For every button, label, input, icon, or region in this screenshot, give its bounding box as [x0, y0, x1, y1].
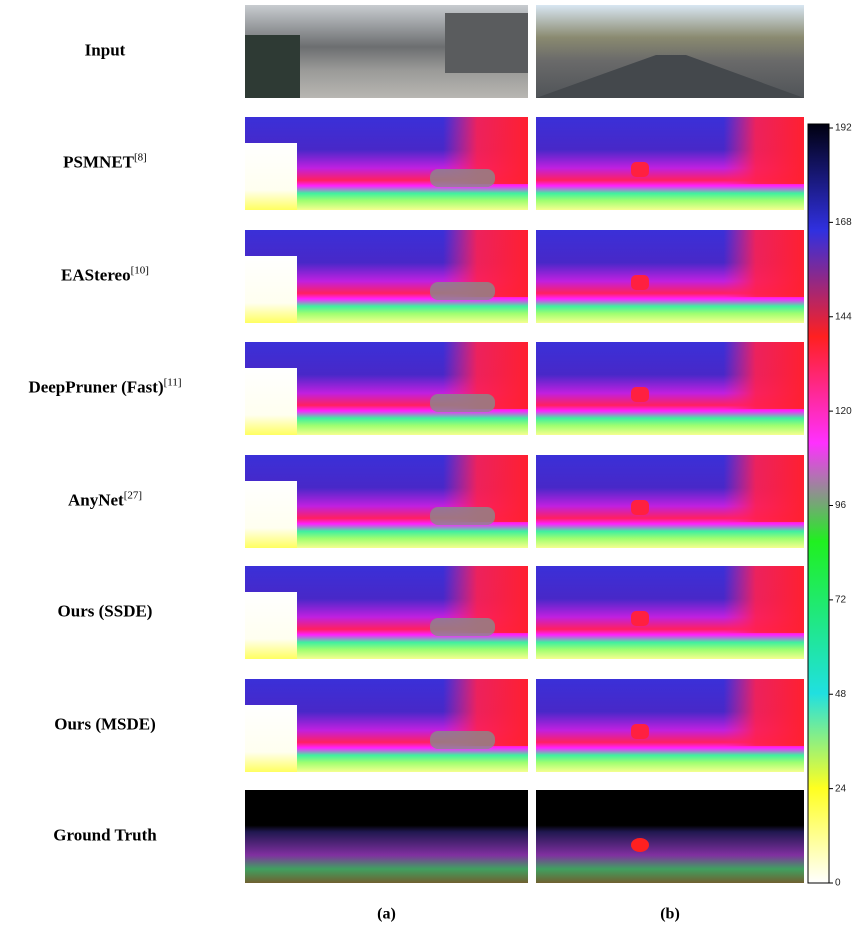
row-ref: [8] [134, 151, 147, 163]
gt-image [245, 790, 528, 883]
row-label-text: Ground Truth [53, 825, 157, 844]
gt-car [631, 838, 649, 852]
container [245, 35, 300, 98]
row-ref: [11] [164, 376, 182, 388]
near-region [724, 566, 804, 633]
car [631, 724, 649, 739]
car [430, 169, 495, 187]
row-label: Ours (SSDE) [58, 601, 153, 620]
colorbar-tick-label: 192 [835, 123, 852, 134]
row-label: PSMNET[8] [63, 151, 147, 171]
near-wall [245, 592, 297, 659]
near-region [724, 679, 804, 746]
gt-image [536, 790, 804, 883]
row-ref: [27] [124, 489, 142, 501]
row-label: Ground Truth [53, 825, 157, 844]
car [631, 500, 649, 515]
row-label: Ours (MSDE) [54, 714, 156, 733]
near-region [724, 455, 804, 522]
car [430, 394, 495, 412]
car [430, 507, 495, 525]
car [631, 611, 649, 626]
car [631, 275, 649, 290]
car [430, 731, 495, 749]
figure: Input PSMNET[8] EAStereo[10] DeepPruner (Fa… [0, 0, 853, 933]
row-label: DeepPruner (Fast)[11] [28, 376, 181, 396]
colorbar-tick-label: 144 [835, 311, 852, 322]
car [430, 282, 495, 300]
building [445, 13, 528, 73]
row-label-text: Input [85, 40, 126, 59]
near-wall [245, 481, 297, 548]
colorbar-tick-label: 168 [835, 217, 852, 228]
near-region [724, 342, 804, 409]
row-label-text: DeepPruner (Fast) [28, 377, 163, 396]
row-label-text: EAStereo [61, 265, 131, 284]
row-label-text: AnyNet [68, 490, 124, 509]
near-region [724, 230, 804, 297]
row-label: AnyNet[27] [68, 489, 142, 509]
near-wall [245, 705, 297, 772]
colorbar-tick-label: 0 [835, 878, 841, 889]
near-wall [245, 143, 297, 210]
near-wall [245, 256, 297, 323]
row-label-text: PSMNET [63, 152, 135, 171]
colorbar [808, 124, 829, 883]
row-label: Input [85, 40, 126, 59]
colorbar-tick-label: 24 [835, 783, 847, 794]
colorbar-tick-label: 72 [835, 595, 847, 606]
column-caption: (a) [377, 906, 396, 923]
colorbar-tick-label: 96 [835, 500, 847, 511]
near-wall [245, 368, 297, 435]
car [631, 162, 649, 177]
near-region [724, 117, 804, 184]
column-caption: (b) [660, 906, 680, 923]
row-ref: [10] [131, 264, 149, 276]
row-label: EAStereo[10] [61, 264, 149, 284]
row-label-text: Ours (SSDE) [58, 601, 153, 620]
colorbar-tick-label: 120 [835, 406, 852, 417]
colorbar-tick-label: 48 [835, 689, 847, 700]
car [430, 618, 495, 636]
row-label-text: Ours (MSDE) [54, 714, 156, 733]
car [631, 387, 649, 402]
